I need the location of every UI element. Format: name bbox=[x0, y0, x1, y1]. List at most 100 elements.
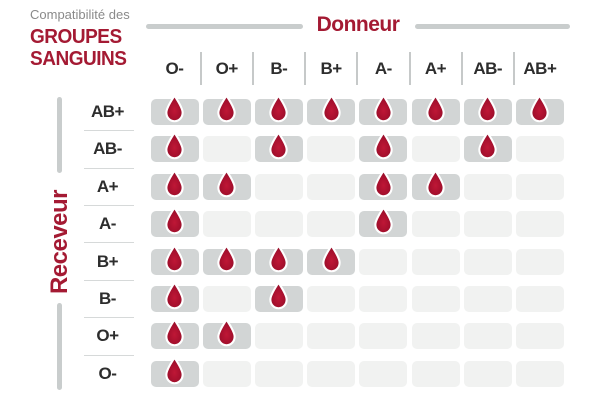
matrix-cell-A+-from-AB- bbox=[463, 173, 512, 200]
receiver-label-A-: A- bbox=[99, 214, 116, 234]
receiver-divider-bottom bbox=[57, 303, 62, 390]
blood-drop-icon bbox=[165, 169, 184, 198]
blood-drop-icon bbox=[269, 244, 289, 272]
receiver-label-AB-: AB- bbox=[93, 139, 122, 159]
blood-drop-icon bbox=[374, 94, 393, 123]
matrix-cell-O--from-A+ bbox=[411, 360, 460, 387]
blood-drop-icon bbox=[165, 94, 184, 123]
donor-header-separator bbox=[460, 52, 463, 85]
matrix-cell-B+-from-A+ bbox=[411, 248, 460, 275]
receiver-label-separator bbox=[84, 279, 134, 281]
receiver-label-AB+: AB+ bbox=[91, 102, 124, 121]
matrix-cell-O--from-B+ bbox=[307, 360, 356, 387]
matrix-cell-O+-from-AB- bbox=[463, 323, 512, 350]
matrix-cell-O+-from-B- bbox=[254, 323, 303, 350]
matrix-cell-O+-from-A- bbox=[359, 323, 408, 350]
blood-drop-icon bbox=[165, 206, 184, 235]
receiver-label-separator bbox=[84, 354, 134, 356]
donor-header-separator bbox=[199, 52, 202, 85]
blood-drop-icon bbox=[165, 244, 184, 272]
matrix-cell-O--from-AB- bbox=[463, 360, 512, 387]
donor-header-O+: O+ bbox=[215, 59, 239, 78]
donor-header-separator bbox=[408, 52, 411, 85]
blood-drop-icon bbox=[374, 206, 393, 235]
donor-header-AB+: AB+ bbox=[523, 59, 557, 78]
blood-drop-icon bbox=[165, 318, 184, 347]
matrix-cell-B--from-AB- bbox=[463, 286, 512, 312]
blood-drop-icon bbox=[426, 169, 445, 198]
matrix-cell-O--from-AB+ bbox=[515, 360, 564, 387]
page-title: Compatibilité des GROUPES SANGUINS bbox=[30, 8, 132, 69]
receiver-label-separator bbox=[84, 130, 134, 132]
donor-header-separator bbox=[304, 52, 307, 85]
receiver-divider-top bbox=[57, 97, 62, 173]
blood-drop-icon bbox=[165, 131, 184, 160]
receiver-label-O-: O- bbox=[98, 363, 117, 383]
donor-header-O-: O- bbox=[165, 59, 184, 78]
matrix-cell-B--from-A+ bbox=[411, 286, 460, 312]
blood-drop-icon bbox=[321, 94, 341, 123]
matrix-cell-B+-from-AB- bbox=[463, 248, 512, 275]
receiver-label-separator bbox=[84, 317, 134, 319]
donor-header-AB-: AB- bbox=[473, 59, 503, 78]
matrix-cell-A+-from-AB+ bbox=[515, 173, 564, 200]
donor-header-B-: B- bbox=[270, 59, 288, 78]
blood-drop-icon bbox=[165, 356, 184, 385]
matrix-cell-A--from-B+ bbox=[307, 211, 356, 238]
matrix-cell-O--from-A- bbox=[359, 360, 408, 387]
title-line-groupes: GROUPES bbox=[30, 26, 122, 48]
matrix-cell-O+-from-B+ bbox=[307, 323, 356, 350]
matrix-cell-B--from-B+ bbox=[307, 286, 356, 312]
matrix-cell-B--from-O+ bbox=[202, 286, 251, 312]
blood-drop-icon bbox=[269, 94, 289, 123]
donor-header-A+: A+ bbox=[424, 59, 447, 78]
matrix-cell-A--from-A+ bbox=[411, 211, 460, 238]
matrix-cell-A--from-B- bbox=[254, 211, 303, 238]
blood-drop-icon bbox=[217, 318, 236, 347]
title-subtitle: Compatibilité des bbox=[30, 7, 130, 22]
blood-drop-icon bbox=[374, 169, 393, 198]
blood-drop-icon bbox=[269, 131, 289, 160]
blood-drop-icon bbox=[217, 244, 236, 272]
receiver-label-separator bbox=[84, 205, 134, 206]
blood-drop-icon bbox=[217, 94, 236, 123]
matrix-cell-A--from-AB+ bbox=[515, 211, 564, 238]
donor-header-separator bbox=[512, 52, 515, 85]
matrix-cell-AB--from-B+ bbox=[307, 136, 356, 163]
donor-header-A-: A- bbox=[374, 59, 392, 78]
receiver-label-B+: B+ bbox=[96, 251, 119, 271]
matrix-cell-O+-from-A+ bbox=[411, 323, 460, 350]
matrix-cell-O--from-B- bbox=[254, 360, 303, 387]
blood-drop-icon bbox=[478, 131, 497, 160]
matrix-cell-O--from-O+ bbox=[202, 360, 251, 387]
matrix-cell-AB--from-A+ bbox=[411, 136, 460, 163]
receiver-label-B-: B- bbox=[99, 289, 116, 308]
donor-divider-left bbox=[146, 24, 303, 29]
receiver-label-separator bbox=[84, 242, 134, 244]
donor-divider-right bbox=[415, 24, 570, 29]
blood-drop-icon bbox=[478, 94, 497, 123]
blood-drop-icon bbox=[530, 94, 550, 123]
matrix-cell-B+-from-A- bbox=[359, 248, 408, 275]
donor-axis-label: Donneur bbox=[316, 13, 400, 36]
matrix-cell-B--from-A- bbox=[359, 286, 408, 312]
matrix-cell-O+-from-AB+ bbox=[515, 323, 564, 350]
blood-drop-icon bbox=[426, 94, 445, 123]
matrix-cell-AB--from-O+ bbox=[202, 136, 251, 163]
blood-drop-icon bbox=[269, 281, 289, 310]
blood-drop-icon bbox=[321, 244, 341, 272]
blood-drop-icon bbox=[165, 281, 184, 310]
donor-header-separator bbox=[356, 52, 359, 85]
title-line-sanguins: SANGUINS bbox=[30, 48, 127, 70]
blood-drop-icon bbox=[217, 169, 236, 198]
matrix-cell-A+-from-B+ bbox=[307, 173, 356, 200]
blood-drop-icon bbox=[374, 131, 393, 160]
matrix-cell-B+-from-AB+ bbox=[515, 248, 564, 275]
donor-header-separator bbox=[251, 52, 254, 85]
receiver-label-separator bbox=[84, 167, 134, 169]
donor-header-B+: B+ bbox=[320, 59, 342, 78]
matrix-cell-AB--from-AB+ bbox=[515, 136, 564, 163]
matrix-cell-A+-from-B- bbox=[254, 173, 303, 200]
matrix-cell-A--from-AB- bbox=[463, 211, 512, 238]
